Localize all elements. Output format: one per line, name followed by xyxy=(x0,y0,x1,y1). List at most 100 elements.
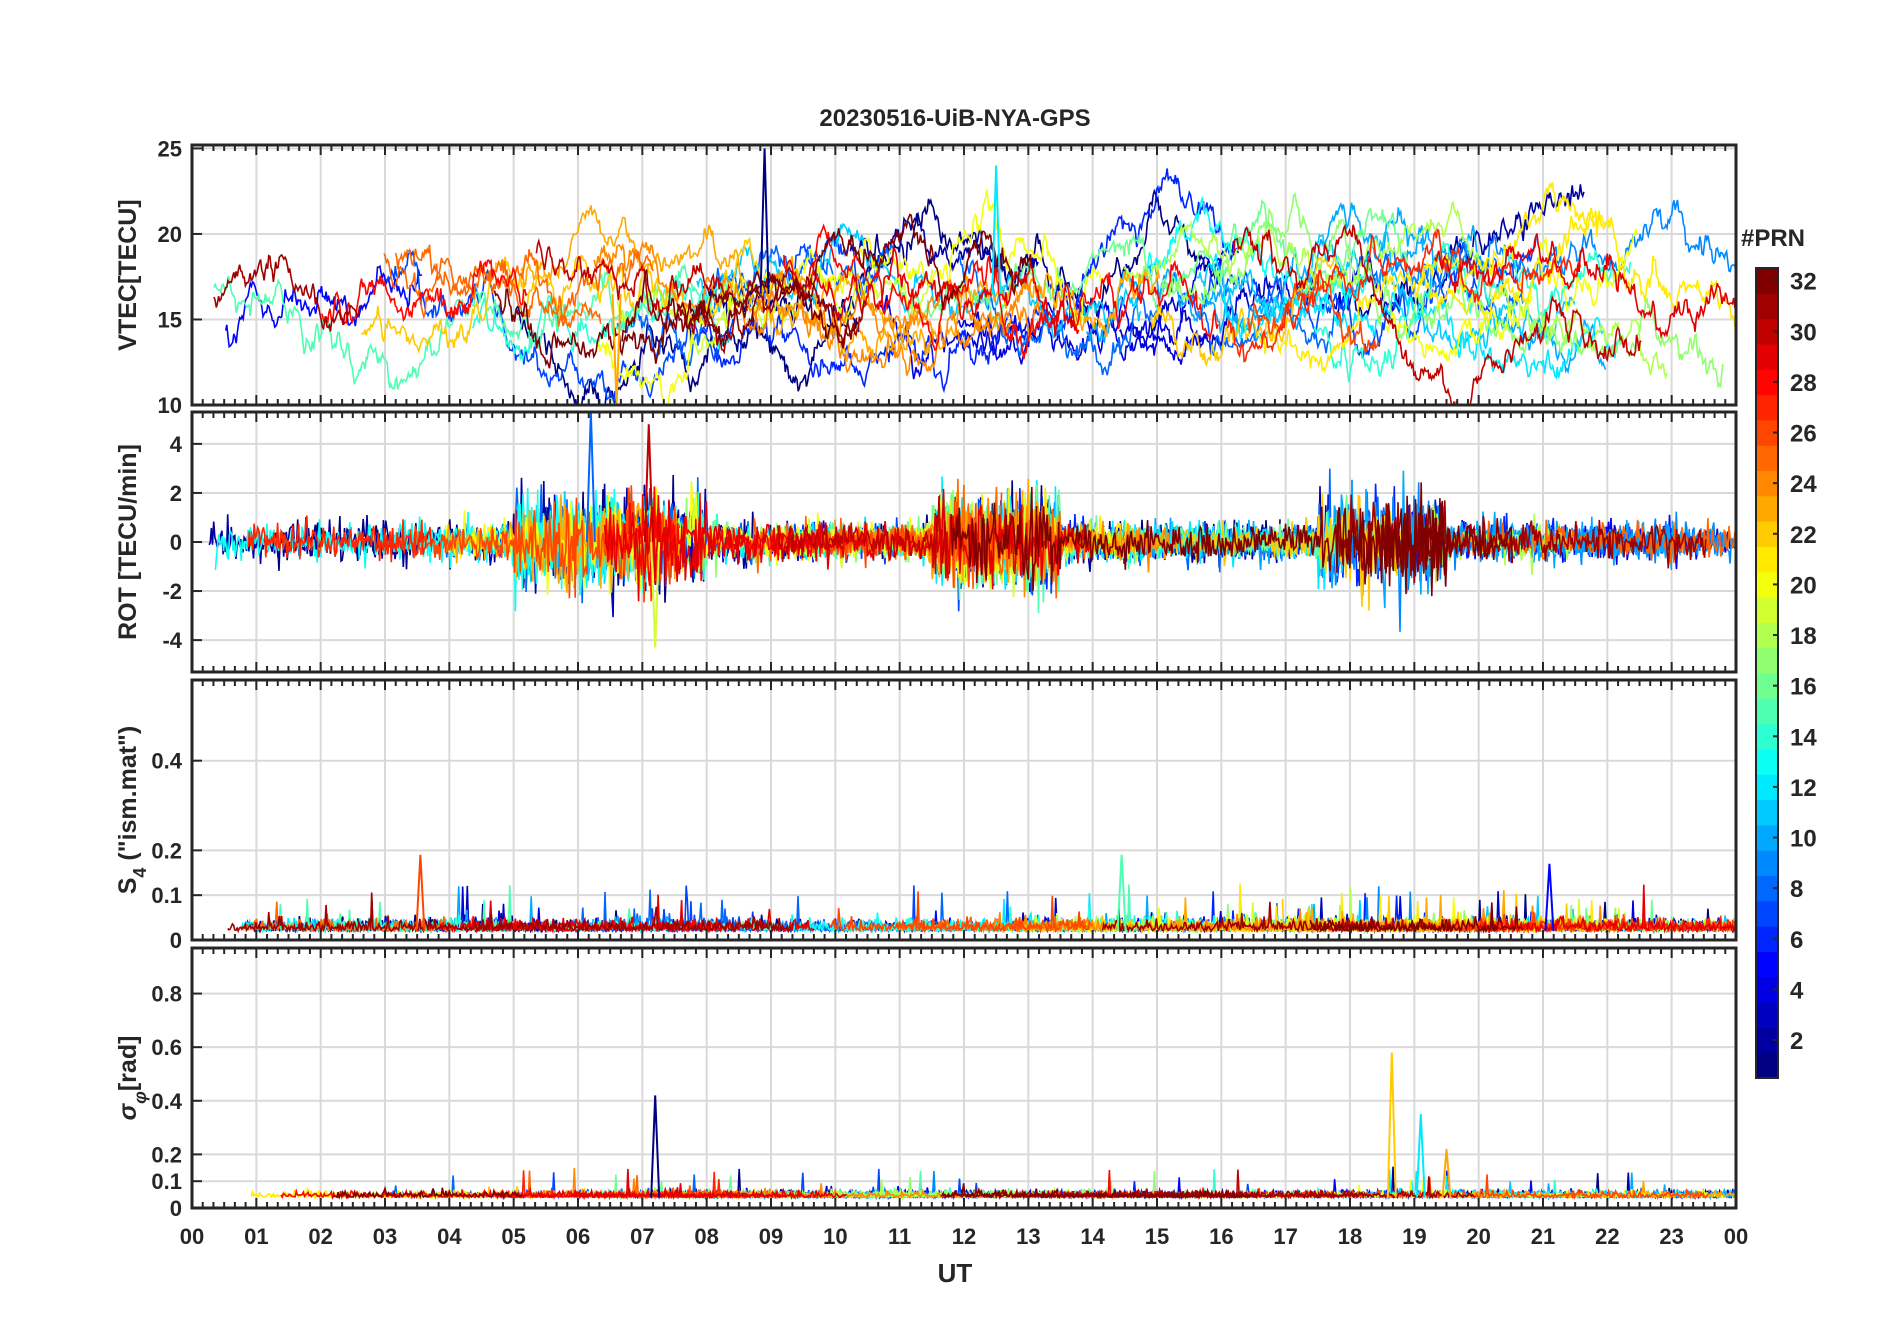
y-tick-label: 15 xyxy=(158,307,182,332)
colorbar-tick-label: 8 xyxy=(1790,876,1803,903)
colorbar-swatch xyxy=(1756,1027,1778,1054)
series-prn-6 xyxy=(700,168,1240,394)
y-axis-label: ROT [TECU/min] xyxy=(114,444,142,640)
colorbar-swatch xyxy=(1756,622,1778,649)
x-tick-label: 06 xyxy=(566,1224,590,1249)
colorbar-swatch xyxy=(1756,445,1778,471)
colorbar-swatch xyxy=(1756,774,1778,801)
x-tick-label: 10 xyxy=(823,1224,847,1249)
series-prn-27 xyxy=(247,515,434,563)
y-axis-label: S4 ("ism.mat") xyxy=(114,726,150,895)
series-prn-29 xyxy=(1434,233,1736,340)
series-prn-32 xyxy=(950,482,1454,595)
series-group xyxy=(213,148,1736,405)
y-tick-label: 2 xyxy=(170,481,182,506)
series-prn-32 xyxy=(621,213,1033,342)
y-tick-label: 0.4 xyxy=(151,749,182,774)
peak-mark xyxy=(650,541,661,648)
colorbar-swatch xyxy=(1756,419,1778,446)
panel-3: 00.10.20.4S4 ("ism.mat") xyxy=(114,678,1738,953)
x-tick-label: 05 xyxy=(501,1224,525,1249)
y-tick-label: -2 xyxy=(162,579,182,604)
series-prn-11 xyxy=(1196,230,1576,350)
x-tick-label: 08 xyxy=(694,1224,718,1249)
y-tick-label: -4 xyxy=(162,628,182,653)
y-tick-label: 0 xyxy=(170,928,182,953)
colorbar-swatch xyxy=(1756,850,1778,876)
y-tick-label: 0.1 xyxy=(151,1169,182,1194)
colorbar-swatch xyxy=(1756,546,1778,573)
colorbar-tick-label: 12 xyxy=(1790,775,1817,802)
y-tick-label: 25 xyxy=(158,136,182,161)
y-tick-label: 0.4 xyxy=(151,1089,182,1114)
colorbar-swatch xyxy=(1756,976,1778,1003)
x-ticks xyxy=(191,412,1737,672)
panels-group: 10 15 20 25 VTEC[TECU] -4 -2 0 2 4 ROT [TECU/min] 0… xyxy=(114,136,1748,1249)
series-prn-23 xyxy=(778,256,1161,356)
series-prn-30 xyxy=(535,237,731,317)
x-tick-label: 07 xyxy=(630,1224,654,1249)
series-prn-2 xyxy=(849,213,1039,292)
x-ticks xyxy=(191,145,1737,405)
series-prn-11 xyxy=(696,222,1142,339)
x-tick-label: 18 xyxy=(1338,1224,1362,1249)
series-prn-27 xyxy=(1227,228,1582,363)
colorbar-swatch xyxy=(1756,824,1778,851)
x-tick-label: 14 xyxy=(1080,1224,1105,1249)
series-prn-30 xyxy=(777,496,950,579)
colorbar-swatch xyxy=(1756,951,1778,978)
colorbar-swatch xyxy=(1756,698,1778,725)
colorbar-title: #PRN xyxy=(1741,225,1805,252)
y-label-rest: [rad] xyxy=(114,1036,142,1092)
series-prn-22 xyxy=(1149,253,1341,368)
series-prn-25 xyxy=(394,244,654,322)
x-ticks xyxy=(191,680,1737,940)
colorbar-swatch xyxy=(1756,495,1778,522)
series-prn-24 xyxy=(746,270,1046,376)
colorbar-tick-label: 10 xyxy=(1790,826,1817,853)
colorbar-swatch xyxy=(1756,1002,1778,1028)
series-prn-30 xyxy=(1232,223,1642,405)
series-prn-29 xyxy=(808,244,1080,337)
series-prn-26 xyxy=(828,891,1091,934)
colorbar-swatch xyxy=(1756,597,1778,623)
peak-mark xyxy=(991,165,1002,294)
series-prn-31 xyxy=(213,253,361,332)
x-tick-label: 22 xyxy=(1595,1224,1619,1249)
colorbar-tick-label: 32 xyxy=(1790,269,1817,296)
colorbar-tick-label: 4 xyxy=(1790,977,1804,1004)
series-prn-28 xyxy=(783,223,1219,360)
x-tick-label: 09 xyxy=(759,1224,783,1249)
colorbar-frame xyxy=(1755,267,1779,1079)
peak-mark xyxy=(643,424,654,543)
colorbar-swatch xyxy=(1756,369,1778,396)
x-tick-label: 21 xyxy=(1531,1224,1555,1249)
y-axis-label: VTEC[TECU] xyxy=(114,199,142,350)
series-group xyxy=(227,854,1736,935)
series-prn-26 xyxy=(407,485,679,603)
y-tick-label: 0.1 xyxy=(151,883,182,908)
figure-title: 20230516-UiB-NYA-GPS xyxy=(819,105,1090,132)
y-tick-label: 0.6 xyxy=(151,1035,182,1060)
colorbar-tick-label: 28 xyxy=(1790,370,1817,397)
x-tick-label: 00 xyxy=(1724,1224,1748,1249)
colorbar-tick-label: 30 xyxy=(1790,319,1817,346)
peak-mark xyxy=(611,293,622,405)
colorbar-swatch xyxy=(1756,799,1778,826)
peak-mark xyxy=(415,854,426,932)
series-prn-21 xyxy=(1258,207,1736,374)
x-tick-label: 11 xyxy=(888,1224,911,1249)
y-label-sub: 4 xyxy=(130,868,150,878)
x-tick-label: 04 xyxy=(437,1224,462,1249)
colorbar-swatch xyxy=(1756,926,1778,952)
x-tick-label: 01 xyxy=(244,1224,268,1249)
x-tick-label: 12 xyxy=(952,1224,976,1249)
y-axis-label: σφ[rad] xyxy=(114,1036,150,1121)
colorbar-tick-label: 26 xyxy=(1790,421,1817,448)
series-prn-19 xyxy=(616,263,934,357)
peak-mark xyxy=(759,148,770,294)
y-label-main: σ xyxy=(114,1102,142,1120)
x-tick-label: 20 xyxy=(1466,1224,1490,1249)
colorbar-swatch xyxy=(1756,293,1778,320)
